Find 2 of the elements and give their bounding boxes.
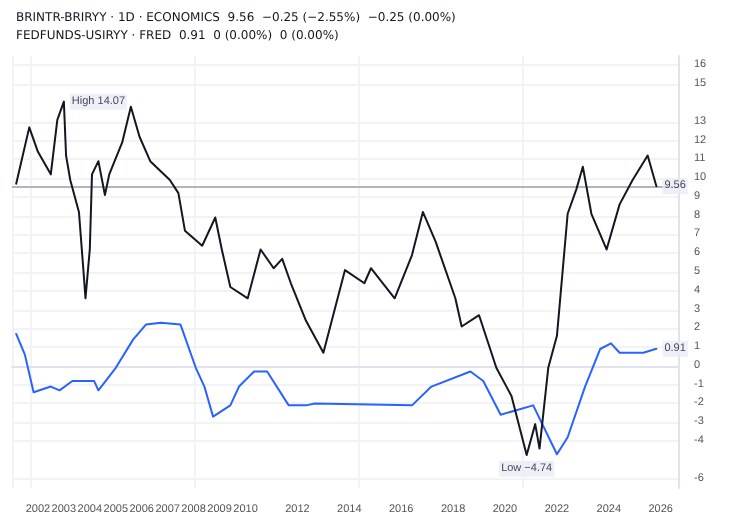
line-series	[15, 321, 658, 456]
line-series	[15, 100, 658, 456]
